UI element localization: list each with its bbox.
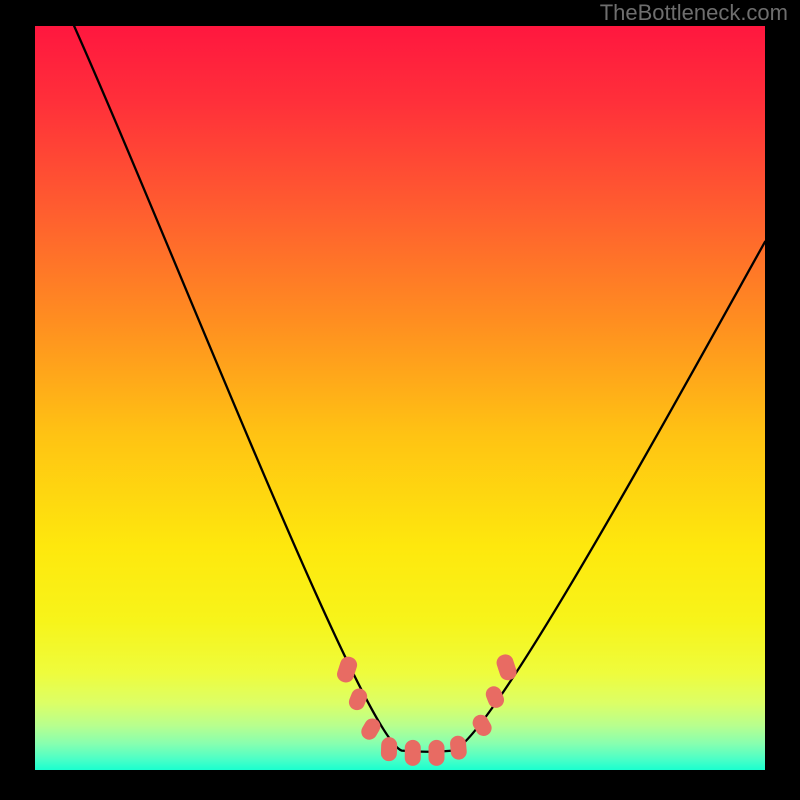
watermark-text: TheBottleneck.com [600,0,788,26]
valley-marker [429,740,445,766]
bottleneck-chart [35,26,765,770]
chart-container: TheBottleneck.com [0,0,800,800]
valley-marker [381,737,398,762]
valley-marker [405,740,421,766]
gradient-background [35,26,765,770]
